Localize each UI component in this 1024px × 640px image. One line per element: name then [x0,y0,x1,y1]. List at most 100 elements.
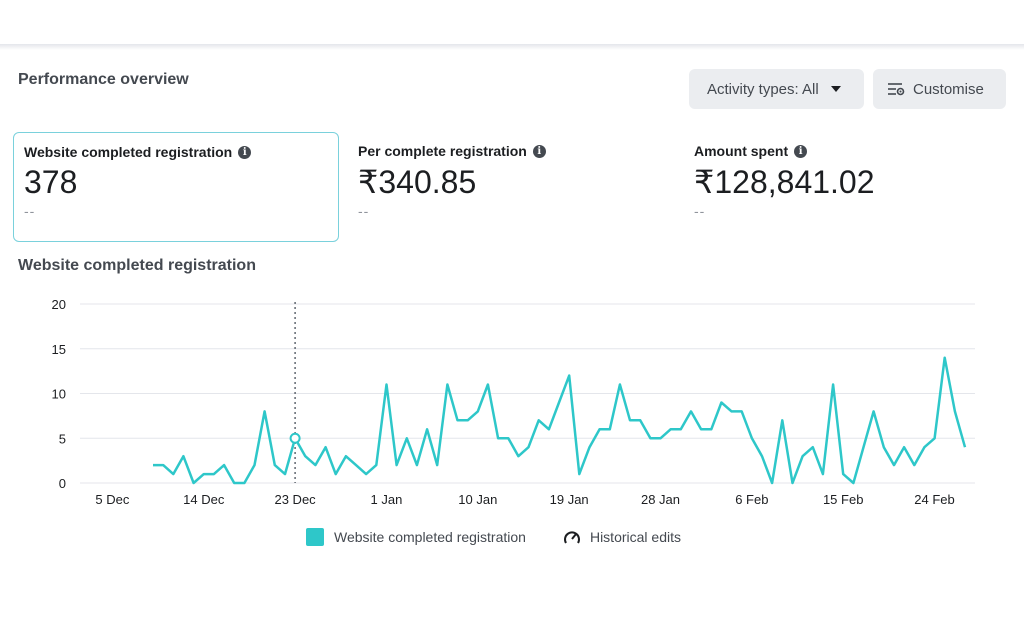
data-point[interactable] [302,453,308,459]
highlight-point[interactable] [289,432,301,444]
data-point[interactable] [373,462,379,468]
data-point[interactable] [891,462,897,468]
data-point[interactable] [343,453,349,459]
info-icon[interactable]: i [794,144,808,158]
data-point[interactable] [170,471,176,477]
data-point[interactable] [505,435,511,441]
data-point[interactable] [861,444,867,450]
data-point[interactable] [779,417,785,423]
data-point[interactable] [932,435,938,441]
data-point[interactable] [515,453,521,459]
data-point[interactable] [546,426,552,432]
data-point[interactable] [769,480,775,486]
line-chart[interactable]: 0 5 10 15 20 5 Dec 14 Dec 23 Dec 1 Jan 10 Jan 19 J… [0,290,1024,515]
data-point[interactable] [627,417,633,423]
activity-types-dropdown[interactable]: Activity types: All [689,69,864,109]
y-tick-label: 10 [52,387,66,402]
data-point[interactable] [952,408,958,414]
customise-sliders-icon [888,83,905,96]
data-point[interactable] [921,444,927,450]
data-point[interactable] [556,399,562,405]
data-point[interactable] [810,444,816,450]
data-point[interactable] [607,426,613,432]
x-tick-label: 24 Feb [914,492,954,507]
data-point[interactable] [180,453,186,459]
data-point[interactable] [617,382,623,388]
data-point[interactable] [586,444,592,450]
data-point[interactable] [455,417,461,423]
data-point[interactable] [191,480,197,486]
data-point[interactable] [708,426,714,432]
data-point[interactable] [576,471,582,477]
data-point[interactable] [241,480,247,486]
data-point[interactable] [475,408,481,414]
page-title: Performance overview [18,71,189,88]
data-point[interactable] [262,408,268,414]
data-point[interactable] [871,408,877,414]
data-point[interactable] [323,444,329,450]
data-point[interactable] [363,471,369,477]
data-point[interactable] [911,462,917,468]
data-point[interactable] [414,462,420,468]
data-point[interactable] [434,462,440,468]
data-point[interactable] [830,382,836,388]
data-point[interactable] [495,435,501,441]
data-point[interactable] [526,444,532,450]
data-point[interactable] [597,426,603,432]
data-point[interactable] [312,462,318,468]
x-tick-label: 23 Dec [274,492,316,507]
data-point[interactable] [465,417,471,423]
customise-button[interactable]: Customise [873,69,1006,109]
info-icon[interactable]: i [238,145,252,159]
data-point[interactable] [688,408,694,414]
data-point[interactable] [353,462,359,468]
data-point[interactable] [678,426,684,432]
data-point[interactable] [485,382,491,388]
data-point[interactable] [211,471,217,477]
data-point[interactable] [383,382,389,388]
data-point[interactable] [536,417,542,423]
data-point[interactable] [394,462,400,468]
legend-item-series[interactable]: Website completed registration [306,528,526,546]
metric-card-registrations[interactable]: Website completed registration i 378 -- [13,132,339,242]
data-point[interactable] [942,355,948,361]
data-point[interactable] [800,453,806,459]
data-point[interactable] [668,426,674,432]
data-point[interactable] [840,471,846,477]
data-point[interactable] [282,471,288,477]
data-point[interactable] [424,426,430,432]
data-point[interactable] [749,435,755,441]
data-point[interactable] [739,408,745,414]
data-point[interactable] [759,453,765,459]
data-point[interactable] [150,462,156,468]
data-point[interactable] [658,435,664,441]
data-point[interactable] [962,444,968,450]
data-point[interactable] [160,462,166,468]
data-point[interactable] [901,444,907,450]
data-point[interactable] [201,471,207,477]
chart-legend: Website completed registration Historica… [306,528,717,546]
data-point[interactable] [404,435,410,441]
data-point[interactable] [718,399,724,405]
data-point[interactable] [637,417,643,423]
data-point[interactable] [252,462,258,468]
data-point[interactable] [566,373,572,379]
metric-label: Amount spent [694,143,789,159]
data-point[interactable] [729,408,735,414]
data-point[interactable] [333,471,339,477]
data-point[interactable] [444,382,450,388]
data-point[interactable] [231,480,237,486]
data-point[interactable] [820,471,826,477]
data-point[interactable] [221,462,227,468]
data-point[interactable] [698,426,704,432]
data-point[interactable] [881,444,887,450]
data-point[interactable] [789,480,795,486]
data-point[interactable] [850,480,856,486]
info-icon[interactable]: i [532,144,546,158]
data-point[interactable] [272,462,278,468]
data-point[interactable] [647,435,653,441]
metric-compare: -- [694,203,706,219]
legend-item-historical-edits[interactable]: Historical edits [562,528,681,546]
metric-card-amount-spent[interactable]: Amount spent i ₹128,841.02 -- [684,132,1010,242]
metric-card-cost-per-registration[interactable]: Per complete registration i ₹340.85 -- [348,132,674,242]
